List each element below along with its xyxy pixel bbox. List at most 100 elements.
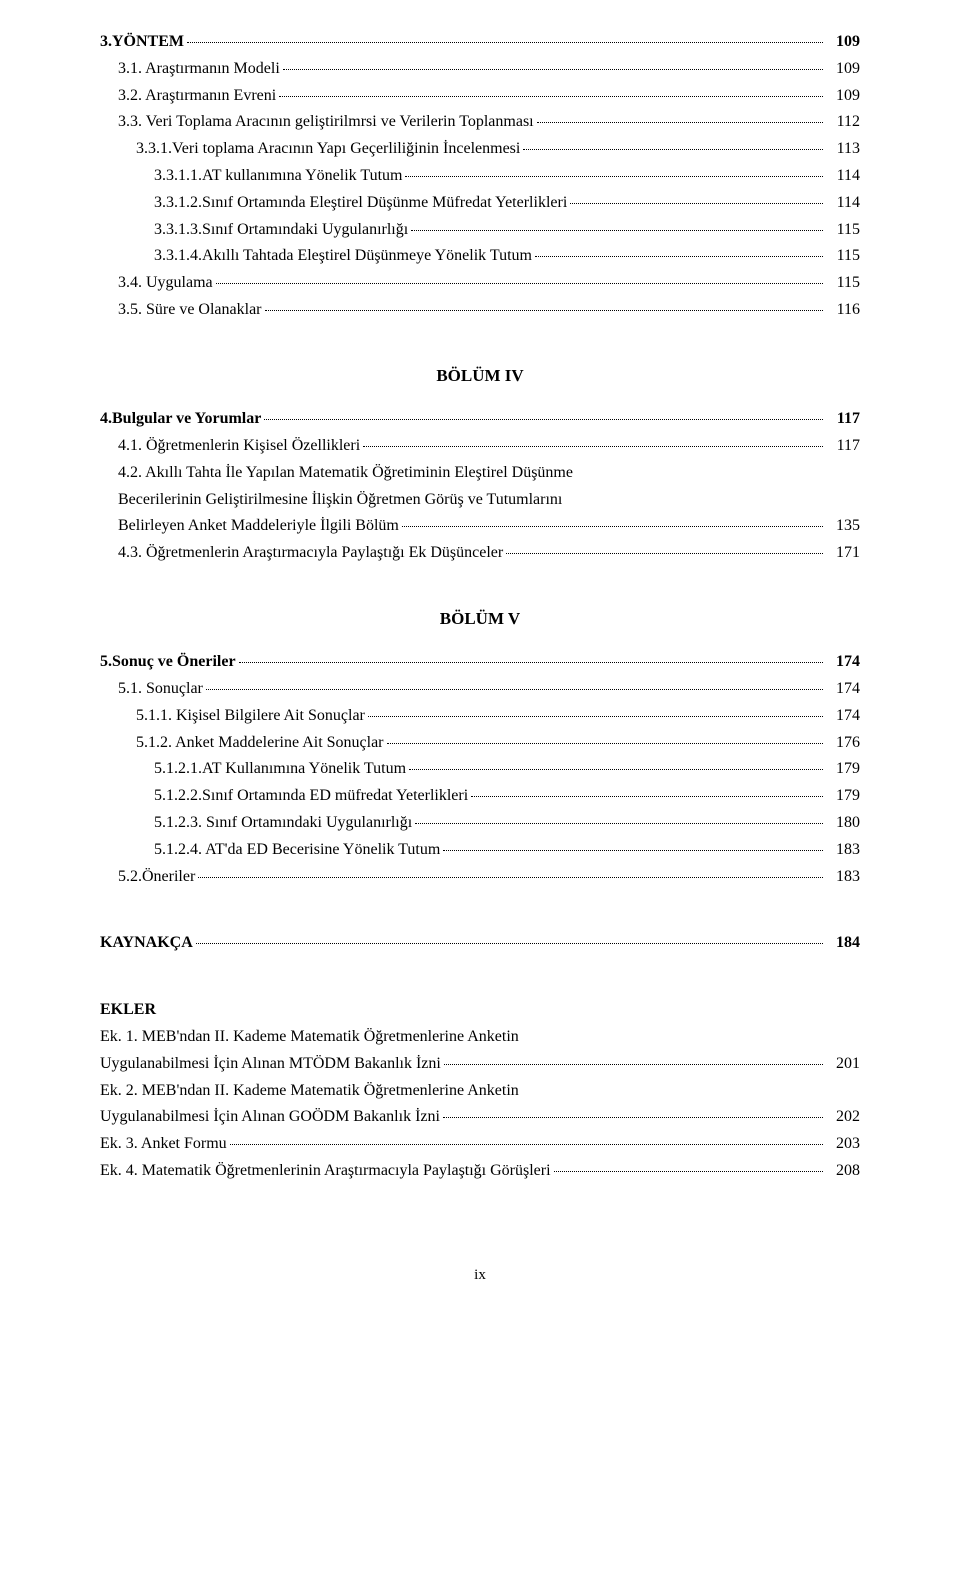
toc-page-number: 174: [826, 704, 860, 729]
section-heading-bolum-iv: BÖLÜM IV: [100, 363, 860, 389]
dot-leader: [264, 419, 823, 420]
dot-leader: [405, 176, 823, 177]
toc-line: Belirleyen Anket Maddeleriyle İlgili Böl…: [100, 514, 860, 539]
toc-line: Uygulanabilmesi İçin Alınan MTÖDM Bakanl…: [100, 1052, 860, 1077]
dot-leader: [239, 662, 823, 663]
toc-line: Ek. 4. Matematik Öğretmenlerinin Araştır…: [100, 1159, 860, 1184]
toc-entry-text: Ek. 3. Anket Formu: [100, 1132, 227, 1157]
toc-line: Ek. 3. Anket Formu 203: [100, 1132, 860, 1157]
toc-page-number: 113: [826, 137, 860, 162]
toc-page-number: 114: [826, 164, 860, 189]
toc-page-number: 202: [826, 1105, 860, 1130]
toc-entry-text: 3.1. Araştırmanın Modeli: [118, 57, 280, 82]
ekler-heading: EKLER: [100, 998, 860, 1023]
toc-entry-text: 5.2.Öneriler: [118, 865, 195, 890]
toc-entry-text: Ek. 2. MEB'ndan II. Kademe Matematik Öğr…: [100, 1079, 860, 1104]
toc-entry-text: Ek. 4. Matematik Öğretmenlerinin Araştır…: [100, 1159, 551, 1184]
dot-leader: [554, 1171, 823, 1172]
dot-leader: [363, 446, 823, 447]
dot-leader: [415, 823, 823, 824]
dot-leader: [535, 256, 823, 257]
toc-page-number: 109: [826, 57, 860, 82]
toc-page-number: 180: [826, 811, 860, 836]
toc-line: 3.2. Araştırmanın Evreni 109: [100, 84, 860, 109]
toc-entry-text: KAYNAKÇA: [100, 931, 193, 956]
toc-line: 3.5. Süre ve Olanaklar 116: [100, 298, 860, 323]
toc-line: 4.1. Öğretmenlerin Kişisel Özellikleri11…: [100, 434, 860, 459]
toc-entry-text: 3.4. Uygulama: [118, 271, 213, 296]
toc-line: 3.3. Veri Toplama Aracının geliştirilmrs…: [100, 110, 860, 135]
dot-leader: [523, 149, 823, 150]
toc-entry-text: Belirleyen Anket Maddeleriyle İlgili Böl…: [118, 514, 399, 539]
toc-line: 5.1.2.4. AT'da ED Becerisine Yönelik Tut…: [100, 838, 860, 863]
toc-entry-text: 3.3.1.2.Sınıf Ortamında Eleştirel Düşünm…: [154, 191, 567, 216]
toc-entry-text: 5.1.2. Anket Maddelerine Ait Sonuçlar: [136, 731, 384, 756]
section-heading-bolum-v: BÖLÜM V: [100, 606, 860, 632]
toc-entry-text: 5.1.2.2.Sınıf Ortamında ED müfredat Yete…: [154, 784, 468, 809]
dot-leader: [409, 769, 823, 770]
toc-line: 3.3.1.3.Sınıf Ortamındaki Uygulanırlığı 1…: [100, 218, 860, 243]
toc-entry-text: 3.3.1.4.Akıllı Tahtada Eleştirel Düşünme…: [154, 244, 532, 269]
toc-entry-text: 5.Sonuç ve Öneriler: [100, 650, 236, 675]
dot-leader: [443, 1117, 823, 1118]
dot-leader: [206, 689, 823, 690]
toc-entry-text: 4.3. Öğretmenlerin Araştırmacıyla Paylaş…: [118, 541, 503, 566]
toc-entry-text: 3.3.1.3.Sınıf Ortamındaki Uygulanırlığı: [154, 218, 408, 243]
toc-page-number: 174: [826, 677, 860, 702]
toc-page-number: 174: [826, 650, 860, 675]
toc-page-number: 114: [826, 191, 860, 216]
dot-leader: [279, 96, 823, 97]
toc-line: 3.3.1.Veri toplama Aracının Yapı Geçerli…: [100, 137, 860, 162]
dot-leader: [444, 1064, 823, 1065]
toc-entry-text: 5.1.2.1.AT Kullanımına Yönelik Tutum: [154, 757, 406, 782]
toc-page-number: 208: [826, 1159, 860, 1184]
toc-entry-text: 3.3.1.1.AT kullanımına Yönelik Tutum: [154, 164, 402, 189]
toc-entry-text: 3.YÖNTEM: [100, 30, 184, 55]
toc-entry-text: 3.3.1.Veri toplama Aracının Yapı Geçerli…: [136, 137, 520, 162]
toc-line: 5.1.2. Anket Maddelerine Ait Sonuçlar 176: [100, 731, 860, 756]
dot-leader: [198, 877, 823, 878]
toc-entry-text: 3.3. Veri Toplama Aracının geliştirilmrs…: [118, 110, 534, 135]
dot-leader: [216, 283, 823, 284]
toc-page-number: 179: [826, 757, 860, 782]
toc-line: 3.4. Uygulama115: [100, 271, 860, 296]
toc-line: 3.YÖNTEM 109: [100, 30, 860, 55]
toc-entry-text: 5.1.2.3. Sınıf Ortamındaki Uygulanırlığı: [154, 811, 412, 836]
toc-entry-text: 4.2. Akıllı Tahta İle Yapılan Matematik …: [100, 461, 860, 486]
toc-entry-text: Uygulanabilmesi İçin Alınan GOÖDM Bakanl…: [100, 1105, 440, 1130]
toc-page-number: 135: [826, 514, 860, 539]
toc-page-number: 203: [826, 1132, 860, 1157]
page-footer-number: ix: [100, 1264, 860, 1287]
dot-leader: [443, 850, 823, 851]
toc-page-number: 116: [826, 298, 860, 323]
toc-page-number: 184: [826, 931, 860, 956]
toc-page-number: 115: [826, 218, 860, 243]
toc-entry-text: 5.1.2.4. AT'da ED Becerisine Yönelik Tut…: [154, 838, 440, 863]
toc-page-number: 179: [826, 784, 860, 809]
dot-leader: [368, 716, 823, 717]
dot-leader: [471, 796, 823, 797]
dot-leader: [196, 943, 823, 944]
toc-entry-text: 3.2. Araştırmanın Evreni: [118, 84, 276, 109]
dot-leader: [387, 743, 823, 744]
toc-page-number: 112: [826, 110, 860, 135]
toc-line: 5.1.1. Kişisel Bilgilere Ait Sonuçlar174: [100, 704, 860, 729]
toc-page-number: 183: [826, 838, 860, 863]
toc-entry-text: Ek. 1. MEB'ndan II. Kademe Matematik Öğr…: [100, 1025, 860, 1050]
dot-leader: [187, 42, 823, 43]
dot-leader: [402, 526, 823, 527]
toc-line: 5.1.2.3. Sınıf Ortamındaki Uygulanırlığı…: [100, 811, 860, 836]
toc-page-number: 109: [826, 30, 860, 55]
toc-page-number: 109: [826, 84, 860, 109]
toc-entry-text: 4.1. Öğretmenlerin Kişisel Özellikleri: [118, 434, 360, 459]
dot-leader: [283, 69, 823, 70]
toc-line-kaynakca: KAYNAKÇA 184: [100, 931, 860, 956]
toc-entry-text: 3.5. Süre ve Olanaklar: [118, 298, 262, 323]
toc-line: 3.3.1.2.Sınıf Ortamında Eleştirel Düşünm…: [100, 191, 860, 216]
toc-page-number: 201: [826, 1052, 860, 1077]
toc-line: 3.3.1.1.AT kullanımına Yönelik Tutum 114: [100, 164, 860, 189]
dot-leader: [230, 1144, 823, 1145]
toc-line: 4.Bulgular ve Yorumlar117: [100, 407, 860, 432]
dot-leader: [265, 310, 823, 311]
toc-page-number: 176: [826, 731, 860, 756]
